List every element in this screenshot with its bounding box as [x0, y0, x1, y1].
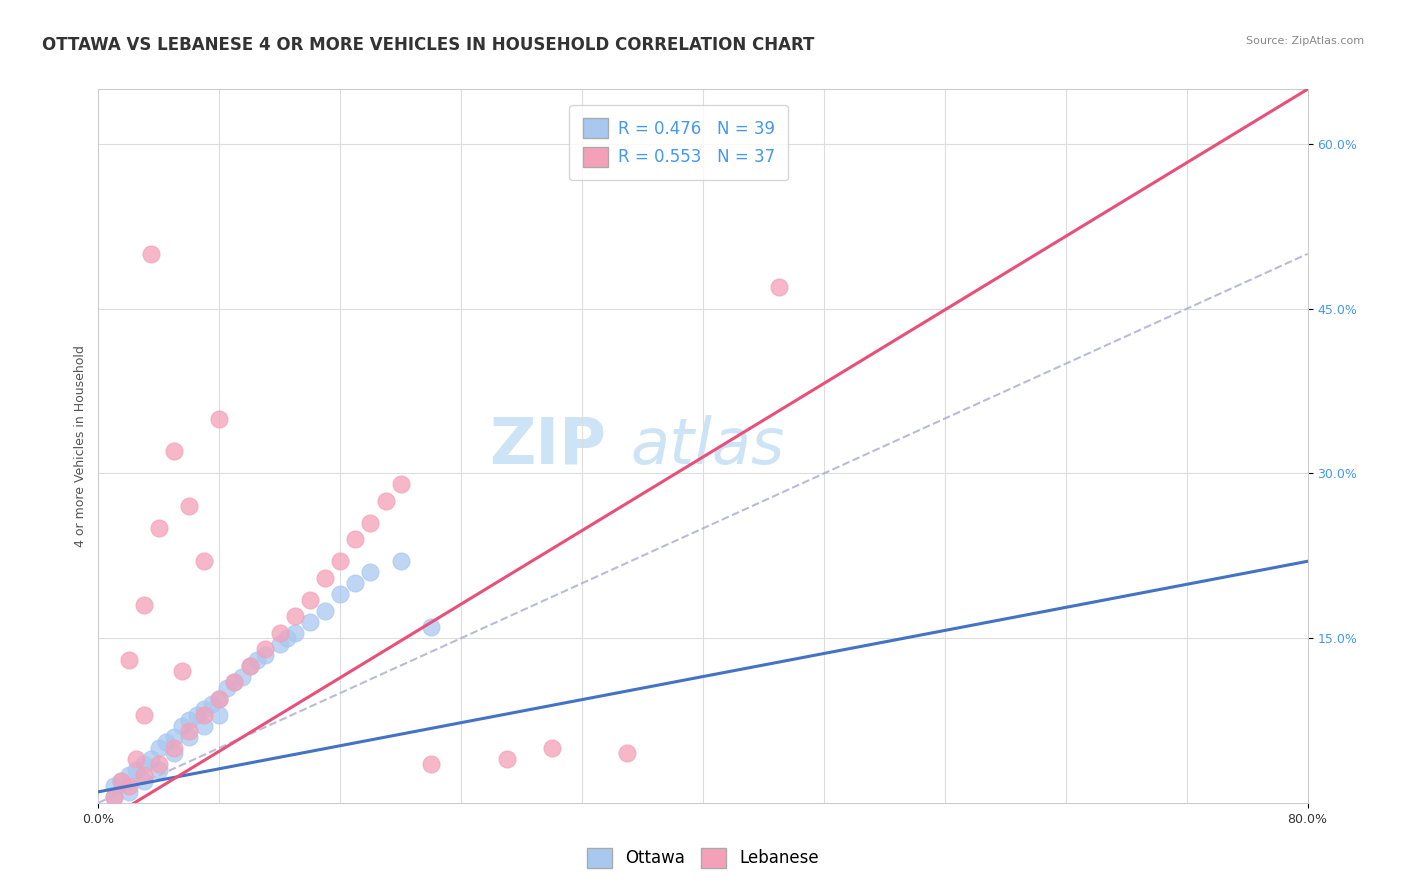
Point	[314, 571, 336, 585]
Point	[103, 780, 125, 794]
Point	[540, 740, 562, 755]
Point	[360, 516, 382, 530]
Point	[215, 681, 238, 695]
Point	[344, 576, 367, 591]
Point	[231, 669, 253, 683]
Point	[299, 615, 322, 629]
Point	[420, 757, 443, 772]
Text: OTTAWA VS LEBANESE 4 OR MORE VEHICLES IN HOUSEHOLD CORRELATION CHART: OTTAWA VS LEBANESE 4 OR MORE VEHICLES IN…	[42, 36, 814, 54]
Point	[208, 691, 231, 706]
Point	[360, 566, 382, 580]
Point	[269, 625, 291, 640]
Point	[253, 648, 276, 662]
Point	[179, 500, 201, 514]
Point	[299, 592, 322, 607]
Point	[495, 752, 517, 766]
Point	[132, 757, 155, 772]
Point	[269, 637, 291, 651]
Point	[163, 747, 186, 761]
Point	[110, 773, 132, 788]
Point	[253, 642, 276, 657]
Point	[284, 625, 307, 640]
Point	[148, 740, 170, 755]
Point	[239, 658, 262, 673]
Point	[118, 785, 141, 799]
Text: atlas: atlas	[630, 415, 785, 477]
Point	[389, 554, 412, 568]
Text: Source: ZipAtlas.com: Source: ZipAtlas.com	[1246, 36, 1364, 45]
Point	[239, 658, 262, 673]
Point	[163, 730, 186, 744]
Text: ZIP: ZIP	[489, 415, 606, 477]
Point	[163, 740, 186, 755]
Point	[193, 702, 215, 716]
Point	[246, 653, 269, 667]
Point	[314, 604, 336, 618]
Point	[284, 609, 307, 624]
Point	[374, 494, 396, 508]
Point	[344, 533, 367, 547]
Point	[163, 444, 186, 458]
Point	[768, 280, 790, 294]
Point	[179, 714, 201, 728]
Legend: Ottawa, Lebanese: Ottawa, Lebanese	[579, 841, 827, 875]
Point	[224, 675, 246, 690]
Point	[224, 675, 246, 690]
Point	[208, 708, 231, 723]
Point	[208, 691, 231, 706]
Point	[170, 664, 193, 678]
Point	[420, 620, 443, 634]
Point	[132, 708, 155, 723]
Point	[118, 768, 141, 782]
Point	[141, 752, 163, 766]
Point	[193, 708, 215, 723]
Point	[179, 730, 201, 744]
Point	[103, 790, 125, 805]
Point	[276, 631, 298, 645]
Point	[118, 653, 141, 667]
Point	[132, 598, 155, 612]
Point	[329, 587, 352, 601]
Point	[179, 724, 201, 739]
Point	[132, 773, 155, 788]
Legend: R = 0.476   N = 39, R = 0.553   N = 37: R = 0.476 N = 39, R = 0.553 N = 37	[569, 104, 789, 180]
Point	[170, 719, 193, 733]
Point	[125, 763, 148, 777]
Point	[155, 735, 177, 749]
Point	[329, 554, 352, 568]
Point	[125, 752, 148, 766]
Point	[193, 554, 215, 568]
Point	[148, 763, 170, 777]
Point	[616, 747, 638, 761]
Point	[110, 773, 132, 788]
Point	[118, 780, 141, 794]
Point	[193, 719, 215, 733]
Point	[148, 757, 170, 772]
Point	[389, 477, 412, 491]
Point	[132, 768, 155, 782]
Point	[186, 708, 208, 723]
Y-axis label: 4 or more Vehicles in Household: 4 or more Vehicles in Household	[75, 345, 87, 547]
Point	[148, 521, 170, 535]
Point	[103, 790, 125, 805]
Point	[201, 697, 224, 711]
Point	[208, 411, 231, 425]
Point	[141, 247, 163, 261]
